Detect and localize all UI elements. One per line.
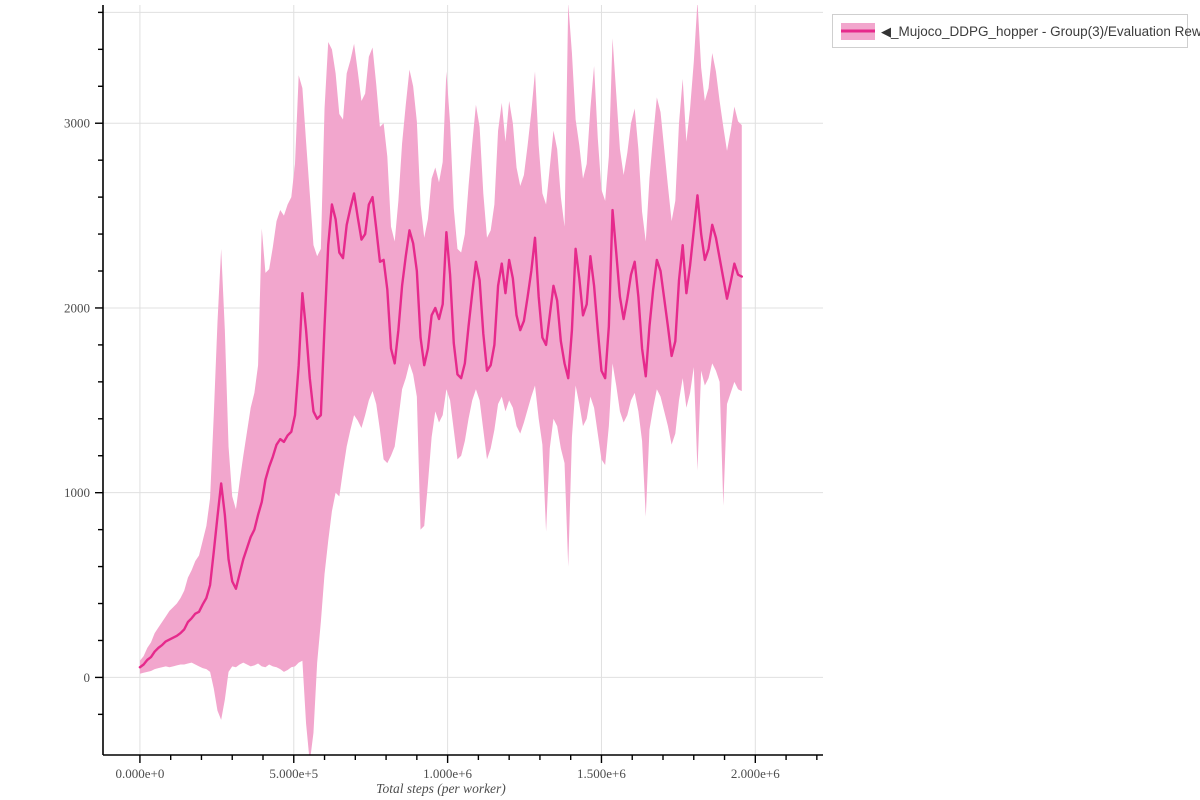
series-group: [138, 5, 743, 755]
legend-line-swatch: [841, 29, 875, 33]
x-tick-label: 5.000e+5: [269, 766, 318, 781]
y-major-ticks: [95, 122, 103, 679]
y-tick-label: 2000: [64, 300, 90, 315]
x-tick-label: 0.000e+0: [115, 766, 164, 781]
y-tick-label: 0: [84, 670, 91, 685]
y-minor-ticks: [98, 11, 103, 716]
x-major-ticks: [139, 755, 757, 763]
chart-legend[interactable]: ◀ _Mujoco_DDPG_hopper - Group(3)/Evaluat…: [832, 14, 1200, 48]
x-tick-label: 1.000e+6: [423, 766, 472, 781]
x-tick-label: 1.500e+6: [577, 766, 626, 781]
x-tick-label: 2.000e+6: [731, 766, 780, 781]
y-tick-labels: 0 1000 2000 3000: [64, 116, 90, 685]
x-axis-title: Total steps (per worker): [376, 781, 506, 796]
legend-triangle-icon: ◀: [881, 23, 891, 39]
x-minor-ticks: [169, 755, 818, 760]
legend-entry-label: _Mujoco_DDPG_hopper - Group(3)/Evaluatio…: [891, 23, 1200, 39]
legend-swatch: [841, 22, 875, 40]
y-tick-label: 1000: [64, 485, 90, 500]
y-tick-label: 3000: [64, 116, 90, 131]
x-tick-labels: 0.000e+0 5.000e+5 1.000e+6 1.500e+6 2.000e+6: [115, 766, 780, 781]
